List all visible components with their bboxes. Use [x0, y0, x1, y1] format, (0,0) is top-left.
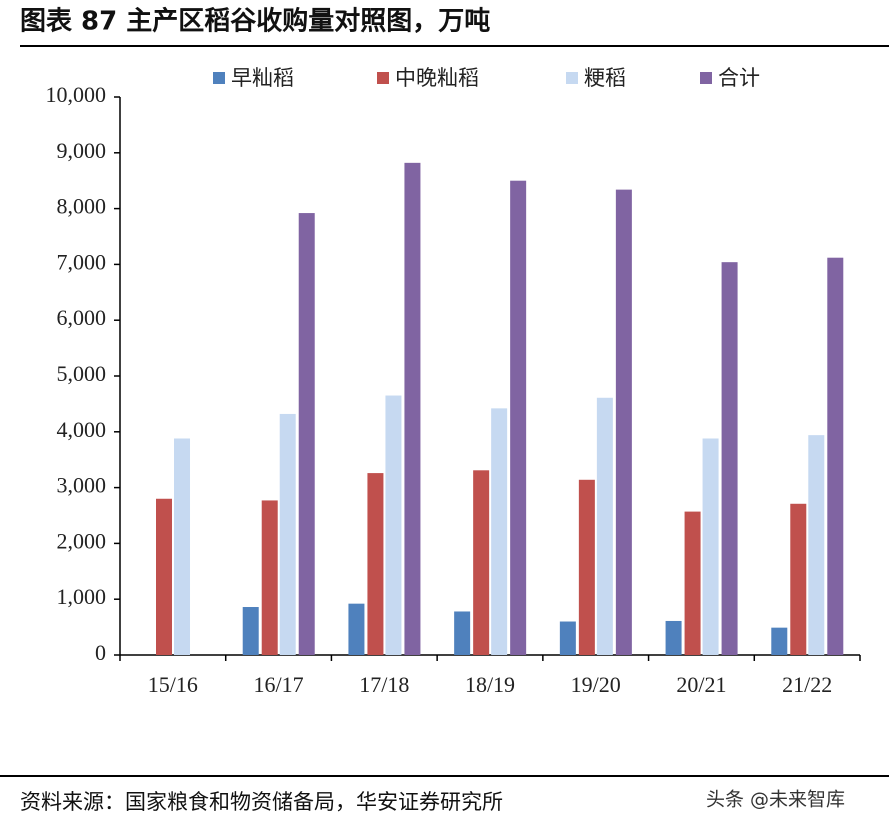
bar [454, 611, 471, 655]
bar [404, 162, 421, 655]
x-tick-label: 21/22 [782, 672, 832, 697]
x-tick-label: 15/16 [148, 672, 198, 697]
bar [559, 621, 576, 655]
bar [771, 627, 788, 655]
y-tick-label: 6,000 [57, 305, 107, 330]
y-tick-label: 9,000 [57, 138, 107, 163]
x-tick-label: 20/21 [676, 672, 726, 697]
bar [156, 498, 173, 655]
x-tick-label: 18/19 [465, 672, 515, 697]
bar [827, 257, 844, 655]
bar [665, 620, 682, 655]
x-tick-label: 16/17 [254, 672, 304, 697]
bar [702, 438, 719, 655]
bar [808, 435, 825, 655]
bar [510, 180, 527, 655]
legend-label: 合计 [718, 66, 760, 90]
legend-swatch [213, 72, 225, 84]
y-tick-label: 1,000 [57, 584, 107, 609]
legend-swatch [566, 72, 578, 84]
bar [473, 470, 490, 655]
y-tick-label: 5,000 [57, 361, 107, 386]
bar [790, 503, 807, 655]
bar [261, 500, 278, 655]
legend-label: 早籼稻 [231, 66, 294, 90]
y-tick-label: 4,000 [57, 417, 107, 442]
bar [491, 408, 508, 655]
bar [684, 511, 701, 655]
chart-title: 图表 87 主产区稻谷收购量对照图，万吨 [20, 7, 490, 37]
legend-swatch [377, 72, 389, 84]
bar [174, 438, 191, 655]
y-tick-label: 7,000 [57, 249, 107, 274]
bar [385, 395, 402, 655]
legend-label: 中晚籼稻 [395, 66, 479, 90]
legend-swatch [700, 72, 712, 84]
y-tick-label: 8,000 [57, 194, 107, 219]
bar [721, 262, 738, 655]
bar [279, 413, 296, 655]
y-tick-label: 10,000 [46, 82, 107, 107]
x-tick-label: 19/20 [571, 672, 621, 697]
y-tick-label: 3,000 [57, 473, 107, 498]
source: 资料来源：国家粮食和物资储备局，华安证券研究所 [20, 790, 503, 814]
bar [578, 479, 595, 655]
y-tick-label: 0 [95, 640, 106, 665]
bar [615, 189, 632, 656]
bar [298, 213, 315, 655]
legend-label: 粳稻 [584, 66, 626, 90]
bar [242, 607, 259, 655]
bar [348, 603, 365, 655]
watermark: 头条 @未来智库 [706, 789, 845, 811]
x-tick-label: 17/18 [359, 672, 409, 697]
bar [596, 397, 613, 655]
bar [367, 473, 384, 655]
y-tick-label: 2,000 [57, 528, 107, 553]
